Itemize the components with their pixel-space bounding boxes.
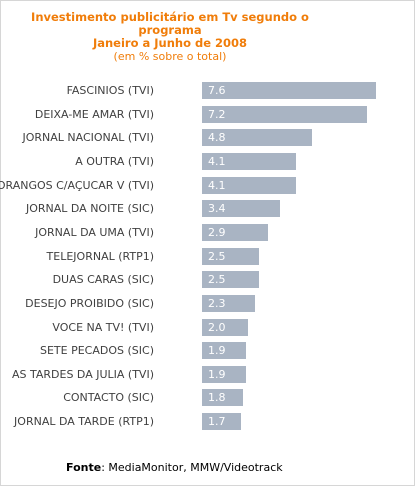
chart-title-line-1: Investimento publicitário em Tv segundo … — [31, 10, 309, 24]
bar-value-label: 1.9 — [208, 367, 226, 381]
category-label: A OUTRA (TVI) — [75, 154, 154, 168]
bar-value-label: 1.8 — [208, 391, 226, 405]
category-label: JORNAL DA UMA (TVI) — [35, 225, 154, 239]
bar: 2.5 — [202, 247, 259, 265]
category-label: DUAS CARAS (SIC) — [52, 273, 154, 287]
bar: 4.1 — [202, 152, 296, 170]
category-label: DESEJO PROIBIDO (SIC) — [25, 296, 154, 310]
bar: 2.3 — [202, 294, 255, 312]
source-text: MediaMonitor, MMW/Videotrack — [108, 461, 283, 474]
bar-value-label: 1.9 — [208, 344, 226, 358]
bar: 1.9 — [202, 365, 246, 383]
category-label: CONTACTO (SIC) — [63, 391, 154, 405]
source-label: Fonte — [66, 461, 102, 474]
source-separator: : — [101, 461, 109, 474]
bar-row: DESEJO PROIBIDO (SIC) 2.3 — [0, 294, 415, 314]
bar-value-label: 7.6 — [208, 84, 226, 97]
bar-value-label: 2.3 — [208, 296, 226, 310]
chart-subtitle: (em % sobre o total) — [113, 50, 227, 63]
bar-row: SETE PECADOS (SIC) 1.9 — [0, 341, 415, 361]
bar-row: DEIXA-ME AMAR (TVI) 7.2 — [0, 105, 415, 125]
category-label: JORNAL DA NOITE (SIC) — [25, 202, 154, 216]
bar-row: DUAS CARAS (SIC) 2.5 — [0, 270, 415, 290]
chart-title-line-2: programa — [138, 23, 202, 37]
bar: 2.5 — [202, 271, 259, 289]
bar-value-label: 2.9 — [208, 225, 226, 239]
category-label: MORANGOS C/AÇUCAR V (TVI) — [0, 178, 154, 192]
bar-value-label: 4.1 — [208, 154, 226, 168]
bar: 2.9 — [202, 223, 268, 241]
bar-value-label: 4.1 — [208, 178, 226, 192]
bar-row: CONTACTO (SIC) 1.8 — [0, 388, 415, 408]
bar: 1.7 — [202, 413, 241, 431]
bar: 1.9 — [202, 342, 246, 360]
chart-title: Investimento publicitário em Tv segundo … — [0, 10, 340, 64]
bar-value-label: 1.7 — [208, 415, 226, 429]
bar-row: JORNAL DA NOITE (SIC) 3.4 — [0, 199, 415, 219]
source-note: Fonte: MediaMonitor, MMW/Videotrack — [66, 461, 283, 474]
bar-value-label: 2.5 — [208, 249, 226, 263]
bar-row: TELEJORNAL (RTP1) 2.5 — [0, 247, 415, 267]
bar: 7.2 — [202, 105, 367, 123]
bar-value-label: 2.5 — [208, 273, 226, 287]
category-label: FASCINIOS (TVI) — [66, 84, 154, 97]
category-label: AS TARDES DA JULIA (TVI) — [12, 367, 154, 381]
bar: 3.4 — [202, 200, 280, 218]
category-label: JORNAL NACIONAL (TVI) — [22, 131, 154, 145]
category-label: VOCE NA TV! (TVI) — [52, 320, 154, 334]
bar-row: MORANGOS C/AÇUCAR V (TVI) 4.1 — [0, 176, 415, 196]
bar-row: VOCE NA TV! (TVI) 2.0 — [0, 318, 415, 338]
bar: 4.8 — [202, 129, 312, 147]
category-label: DEIXA-ME AMAR (TVI) — [34, 107, 154, 121]
bar: 4.1 — [202, 176, 296, 194]
bar-row: JORNAL DA TARDE (RTP1) 1.7 — [0, 412, 415, 432]
bar: 7.6 — [202, 82, 376, 99]
chart-title-line-3: Janeiro a Junho de 2008 — [92, 36, 248, 50]
bar-row: A OUTRA (TVI) 4.1 — [0, 152, 415, 172]
category-label: TELEJORNAL (RTP1) — [46, 249, 154, 263]
bar-value-label: 7.2 — [208, 107, 226, 121]
category-label: SETE PECADOS (SIC) — [40, 344, 154, 358]
bar-row: AS TARDES DA JULIA (TVI) 1.9 — [0, 365, 415, 385]
bar: 1.8 — [202, 389, 243, 407]
bar-row: JORNAL NACIONAL (TVI) 4.8 — [0, 128, 415, 148]
bar: 2.0 — [202, 318, 248, 336]
bar-value-label: 2.0 — [208, 320, 226, 334]
category-label: JORNAL DA TARDE (RTP1) — [14, 415, 154, 429]
bar-value-label: 4.8 — [208, 131, 226, 145]
bar-row: FASCINIOS (TVI) 7.6 — [0, 81, 415, 101]
bar-value-label: 3.4 — [208, 202, 226, 216]
bar-row: JORNAL DA UMA (TVI) 2.9 — [0, 223, 415, 243]
